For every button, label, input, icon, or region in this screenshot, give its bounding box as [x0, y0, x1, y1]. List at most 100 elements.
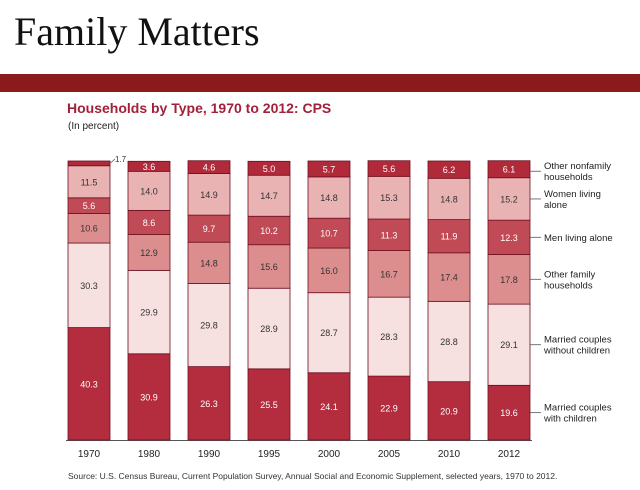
data-label: 14.8: [320, 193, 338, 203]
legend-label-line2: with children: [543, 414, 597, 425]
bar-segment-married-couples-without-children-1990: [187, 283, 231, 368]
bar-segment-other-nonfamily-households-1970: [67, 160, 111, 167]
data-label: 17.8: [500, 275, 518, 285]
bar-segment-married-couples-with-children-1990: [187, 366, 231, 441]
slide-title: Family Matters: [14, 9, 260, 54]
title-rule: [0, 74, 640, 92]
bar-segment-other-family-households-1980: [127, 233, 171, 271]
data-label: 28.3: [380, 332, 398, 342]
x-tick-label: 2010: [438, 449, 461, 460]
bar-segment-other-family-households-1995: [247, 244, 291, 289]
x-tick-label: 1995: [258, 449, 281, 460]
data-label: 22.9: [380, 404, 398, 414]
data-label: 1.7: [115, 155, 127, 164]
data-label: 11.5: [81, 177, 98, 187]
data-label: 12.3: [500, 233, 518, 243]
bar-segment-men-living-alone-1990: [187, 214, 231, 243]
data-label: 15.6: [260, 262, 278, 272]
legend-label-other-nonfamily-households: Other nonfamily: [544, 161, 611, 172]
data-label: 5.6: [83, 201, 96, 211]
data-label: 28.8: [440, 337, 458, 347]
data-label: 17.4: [440, 273, 458, 283]
legend-label-line2: without children: [543, 346, 610, 357]
bar-segment-married-couples-without-children-2010: [427, 300, 471, 383]
data-label: 25.5: [260, 400, 278, 410]
data-label: 5.6: [383, 164, 396, 174]
bar-segment-married-couples-with-children-1980: [127, 353, 171, 441]
data-label: 14.0: [140, 186, 158, 196]
chart-subtitle: (In percent): [68, 121, 120, 132]
data-label: 28.7: [320, 328, 338, 338]
data-label: 10.6: [80, 224, 98, 234]
bar-segment-women-living-alone-1990: [187, 173, 231, 216]
bar-segment-married-couples-with-children-2000: [307, 372, 351, 441]
bar-segment-other-nonfamily-households-2000: [307, 160, 351, 178]
data-label: 16.0: [320, 266, 338, 276]
data-label: 15.3: [380, 193, 398, 203]
data-label: 40.3: [80, 379, 98, 389]
bar-segment-married-couples-without-children-1995: [247, 287, 291, 370]
data-label: 29.1: [500, 340, 518, 350]
bar-segment-other-nonfamily-households-1990: [187, 160, 231, 174]
data-label: 30.3: [80, 281, 98, 291]
bar-segment-married-couples-with-children-1970: [67, 327, 111, 441]
data-label: 3.6: [143, 162, 156, 172]
chart-title: Households by Type, 1970 to 2012: CPS: [67, 100, 332, 116]
bar-segment-women-living-alone-1980: [127, 170, 171, 211]
data-label: 26.3: [200, 399, 218, 409]
bar-segment-married-couples-without-children-2000: [307, 292, 351, 374]
data-label: 4.6: [203, 163, 216, 173]
x-tick-label: 2005: [378, 449, 401, 460]
x-tick-label: 1990: [198, 449, 221, 460]
bar-segment-married-couples-without-children-2005: [367, 296, 411, 377]
data-label: 12.9: [140, 248, 158, 258]
bar-segment-married-couples-without-children-1970: [67, 242, 111, 328]
data-label: 5.0: [263, 164, 276, 174]
data-label: 14.7: [260, 191, 278, 201]
data-label: 5.7: [323, 164, 336, 174]
data-label: 11.9: [441, 232, 458, 242]
legend-label-men-living-alone: Men living alone: [544, 233, 613, 244]
bar-segment-other-nonfamily-households-2005: [367, 160, 411, 177]
x-tick-label: 2012: [498, 449, 521, 460]
bar-segment-married-couples-with-children-2005: [367, 375, 411, 441]
data-label-leader: [109, 158, 116, 164]
legend-label-line2: alone: [544, 200, 567, 211]
legend-label-married-couples-without-children: Married couples: [544, 335, 612, 346]
data-label: 14.9: [200, 190, 218, 200]
legend-label-line2: households: [544, 172, 593, 183]
data-label: 30.9: [140, 392, 158, 402]
bar-segment-married-couples-without-children-1980: [127, 269, 171, 355]
bar-segment-other-family-households-2005: [367, 250, 411, 298]
data-label: 10.2: [260, 226, 278, 236]
bar-segment-other-family-households-2010: [427, 252, 471, 302]
data-label: 11.3: [381, 230, 398, 240]
data-label: 6.1: [503, 165, 516, 175]
bar-segment-women-living-alone-2000: [307, 176, 351, 219]
bar-segment-men-living-alone-1995: [247, 215, 291, 246]
data-label: 29.8: [200, 321, 218, 331]
bar-segment-women-living-alone-1995: [247, 174, 291, 217]
legend-label-married-couples-with-children: Married couples: [544, 403, 612, 414]
bar-segment-men-living-alone-2000: [307, 217, 351, 249]
data-label: 6.2: [443, 165, 456, 175]
data-label: 19.6: [500, 408, 518, 418]
bar-segment-other-nonfamily-households-1980: [127, 160, 171, 172]
bar-segment-men-living-alone-2010: [427, 219, 471, 254]
legend-label-line2: households: [544, 280, 593, 291]
data-label: 29.9: [140, 308, 158, 318]
data-label: 14.8: [440, 194, 458, 204]
data-label: 15.2: [500, 194, 518, 204]
bar-segment-other-nonfamily-households-1995: [247, 160, 291, 176]
data-label: 24.1: [320, 402, 338, 412]
data-label: 16.7: [380, 269, 398, 279]
legend-label-women-living-alone: Women living: [544, 189, 601, 200]
x-tick-label: 1970: [78, 449, 101, 460]
data-label: 9.7: [203, 224, 216, 234]
bar-segment-other-nonfamily-households-2010: [427, 160, 471, 179]
data-label: 8.6: [143, 218, 156, 228]
bar-segment-other-nonfamily-households-2012: [487, 160, 531, 179]
bar-segment-married-couples-with-children-1995: [247, 368, 291, 441]
bar-segment-other-family-households-1990: [187, 241, 231, 284]
